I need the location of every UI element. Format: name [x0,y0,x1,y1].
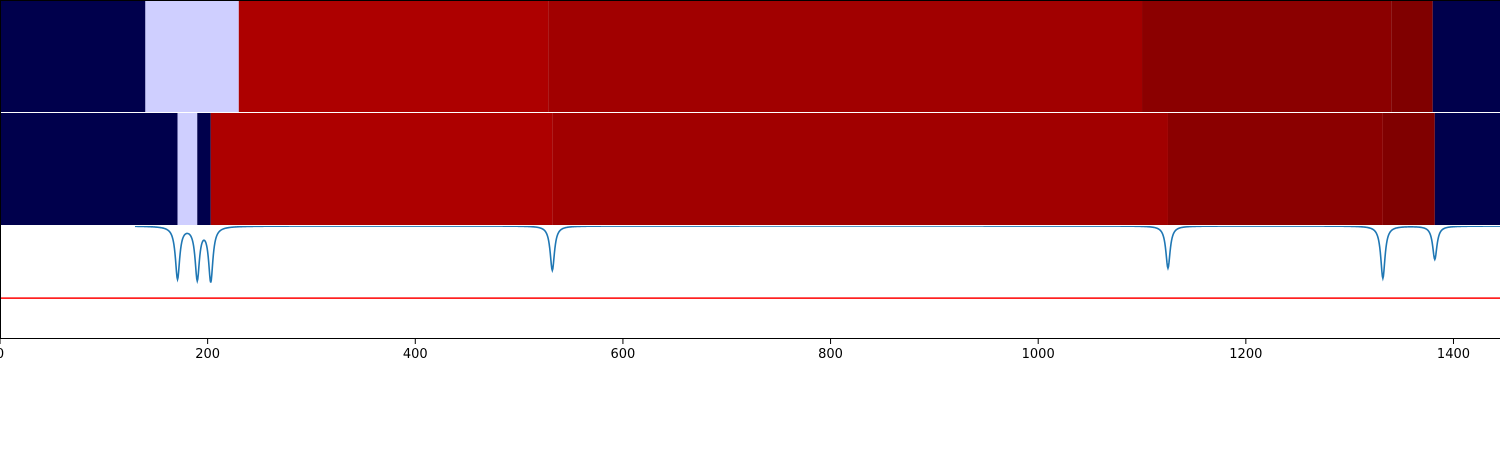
top-strip-segment [548,1,1143,112]
x-tick-label: 1000 [1022,347,1055,362]
boundary-signal-panel [0,225,1500,299]
x-tick-label: 400 [403,347,428,362]
x-tick-label: 0 [0,347,4,362]
signal-line [134,225,1500,285]
top-strip-segment [1391,1,1433,112]
middle-strip-segment [210,113,553,225]
x-tick-label: 1200 [1229,347,1262,362]
x-axis: 0 200 400 600 800 1000 1200 1400 [0,339,1470,362]
top-strip-segment [1432,1,1500,112]
middle-strip-segment [177,113,198,225]
middle-strip-segment [552,113,1168,225]
x-tick-label: 200 [195,347,220,362]
top-strip-segment [1142,1,1392,112]
middle-strip-segment [1382,113,1435,225]
top-strip-segment [0,1,146,112]
x-tick-label: 600 [611,347,636,362]
middle-strip-segment [0,113,178,225]
middle-strip-segment [197,113,211,225]
top-strip-segment [145,1,239,112]
middle-segmentation-strip [0,113,1500,225]
top-segmentation-strip [0,1,1500,112]
middle-strip-segment [1167,113,1383,225]
x-tick-label: 1400 [1437,347,1470,362]
x-tick-label: 800 [818,347,843,362]
top-strip-segment [238,1,549,112]
middle-strip-segment [1434,113,1500,225]
